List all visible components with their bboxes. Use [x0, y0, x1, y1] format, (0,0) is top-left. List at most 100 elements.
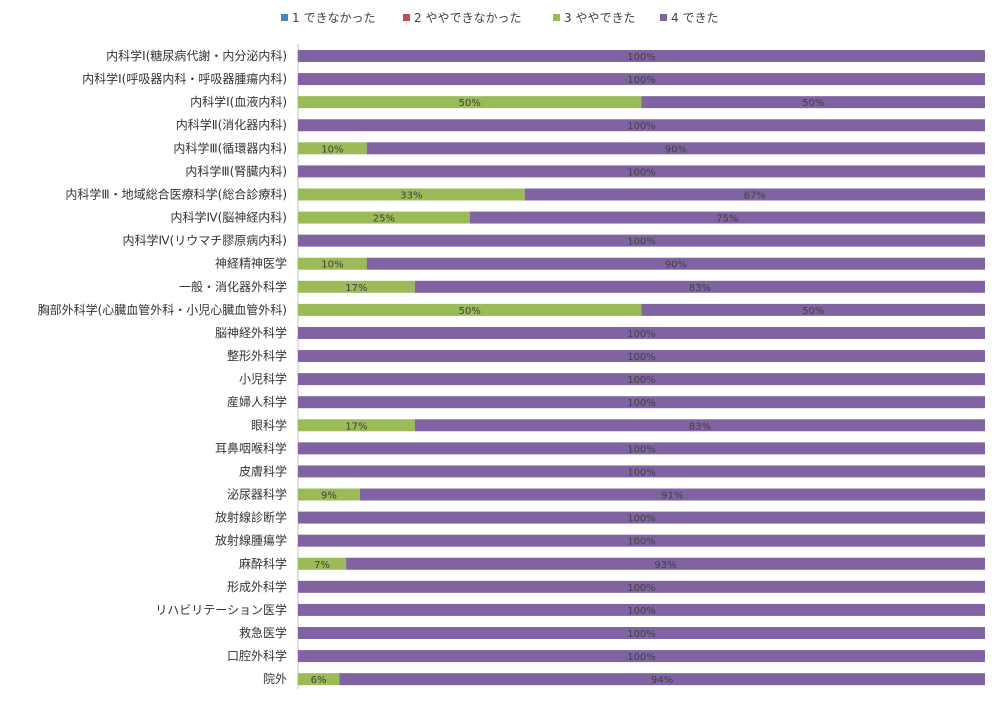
bar-segment: [524, 188, 985, 201]
bar-segment: [641, 96, 985, 109]
bar-segment: [298, 488, 360, 501]
data-label: 100%: [627, 121, 656, 132]
bars: [298, 50, 986, 686]
data-label: 10%: [321, 144, 343, 155]
bar-segment: [298, 119, 985, 132]
legend-label-3: 3 ややできた: [564, 11, 635, 25]
category-label: 内科学Ⅱ(消化器内科): [176, 117, 287, 132]
category-label: 内科学Ⅲ(腎臓内科): [185, 163, 287, 178]
bar-segment: [298, 350, 985, 363]
data-labels: 100% 100% 50% 50% 100% 10% 90% 100% 33% 67% 25% 75%…: [311, 52, 825, 686]
category-label: 内科学Ⅲ(循環器内科): [173, 140, 287, 155]
category-label: 内科学Ⅰ(呼吸器内科・呼吸器腫瘍内科): [82, 71, 287, 86]
bar-segment: [298, 580, 985, 593]
bar-segment: [298, 280, 415, 293]
bar-segment: [298, 50, 985, 62]
legend-swatch-2: [403, 14, 410, 21]
bar-segment: [414, 280, 985, 293]
data-label: 100%: [627, 537, 656, 548]
bar-segment: [346, 557, 986, 570]
category-label: 口腔外科学: [227, 648, 287, 663]
data-label: 25%: [373, 214, 395, 225]
category-label: 耳鼻咽喉科学: [215, 440, 287, 455]
bar-segment: [298, 257, 367, 270]
data-label: 50%: [802, 98, 824, 109]
bar-segment: [366, 142, 985, 155]
data-label: 91%: [661, 491, 683, 502]
data-label: 100%: [627, 629, 656, 640]
category-label: 神経精神医学: [215, 256, 287, 271]
data-label: 100%: [627, 583, 656, 594]
bar-segment: [359, 488, 986, 501]
category-label: 産婦人科学: [227, 394, 287, 409]
category-label: 胸部外科学(心臓血管外科・小児心臓血管外科): [38, 302, 287, 317]
legend-label-1: 1 できなかった: [292, 11, 375, 25]
category-labels: 内科学Ⅰ(糖尿病代謝・内分泌内科) 内科学Ⅰ(呼吸器内科・呼吸器腫瘍内科) 内科学Ⅰ…: [38, 48, 287, 686]
data-label: 10%: [321, 260, 343, 271]
category-label: 放射線診断学: [215, 510, 287, 525]
data-label: 50%: [459, 98, 481, 109]
legend-swatch-1: [281, 14, 288, 21]
category-label: 眼科学: [251, 417, 287, 432]
category-label: 救急医学: [239, 625, 287, 640]
bar-segment: [298, 465, 985, 478]
category-label: 内科学Ⅳ(リウマチ膠原病内科): [123, 233, 287, 248]
data-label: 75%: [716, 214, 738, 225]
bar-segment: [298, 165, 985, 178]
bar-segment: [298, 142, 367, 155]
category-label: 小児科学: [239, 371, 287, 386]
data-label: 100%: [627, 52, 656, 63]
data-label: 93%: [654, 560, 676, 571]
data-label: 33%: [400, 190, 422, 201]
legend-label-4: 4 できた: [671, 11, 718, 25]
bar-segment: [298, 603, 985, 616]
legend-swatch-4: [660, 14, 667, 21]
data-label: 50%: [802, 306, 824, 317]
data-label: 50%: [459, 306, 481, 317]
data-label: 100%: [627, 398, 656, 409]
bar-segment: [298, 442, 985, 455]
data-label: 90%: [665, 260, 687, 271]
bar-segment: [469, 211, 985, 224]
bar-segment: [298, 557, 347, 570]
bar-segment: [298, 73, 985, 86]
data-label: 100%: [627, 375, 656, 386]
bar-segment: [298, 211, 470, 224]
data-label: 17%: [345, 283, 367, 294]
category-label: リハビリテーション医学: [155, 602, 287, 617]
data-label: 90%: [665, 144, 687, 155]
category-label: 麻酔科学: [239, 556, 287, 571]
category-label: 泌尿器科学: [227, 487, 287, 502]
data-label: 6%: [311, 675, 327, 686]
bar-segment: [298, 303, 642, 316]
bar-segment: [298, 650, 985, 663]
bar-segment: [298, 373, 985, 386]
category-label: 皮膚科学: [239, 463, 287, 478]
bar-segment: [414, 419, 985, 432]
data-label: 100%: [627, 652, 656, 663]
bar-segment: [339, 673, 986, 686]
bar-segment: [298, 188, 525, 201]
data-label: 100%: [627, 352, 656, 363]
category-label: 内科学Ⅰ(血液内科): [190, 94, 287, 109]
data-label: 83%: [689, 283, 711, 294]
data-label: 100%: [627, 514, 656, 525]
bar-segment: [298, 534, 985, 547]
category-label: 放射線腫瘍学: [215, 533, 287, 548]
bar-segment: [366, 257, 985, 270]
category-label: 内科学Ⅲ・地域総合医療科学(総合診療科): [65, 186, 287, 201]
data-label: 100%: [627, 444, 656, 455]
category-label: 内科学Ⅰ(糖尿病代謝・内分泌内科): [106, 48, 287, 63]
category-label: 院外: [263, 672, 287, 686]
data-label: 17%: [345, 421, 367, 432]
bar-segment: [641, 303, 985, 316]
category-label: 脳神経外科学: [215, 325, 287, 340]
bar-segment: [298, 419, 415, 432]
bar-segment: [298, 326, 985, 339]
bar-segment: [298, 96, 642, 109]
data-label: 94%: [651, 675, 673, 686]
bar-segment: [298, 396, 985, 409]
data-label: 83%: [689, 421, 711, 432]
data-label: 100%: [627, 75, 656, 86]
legend-label-2: 2 ややできなかった: [414, 11, 521, 25]
